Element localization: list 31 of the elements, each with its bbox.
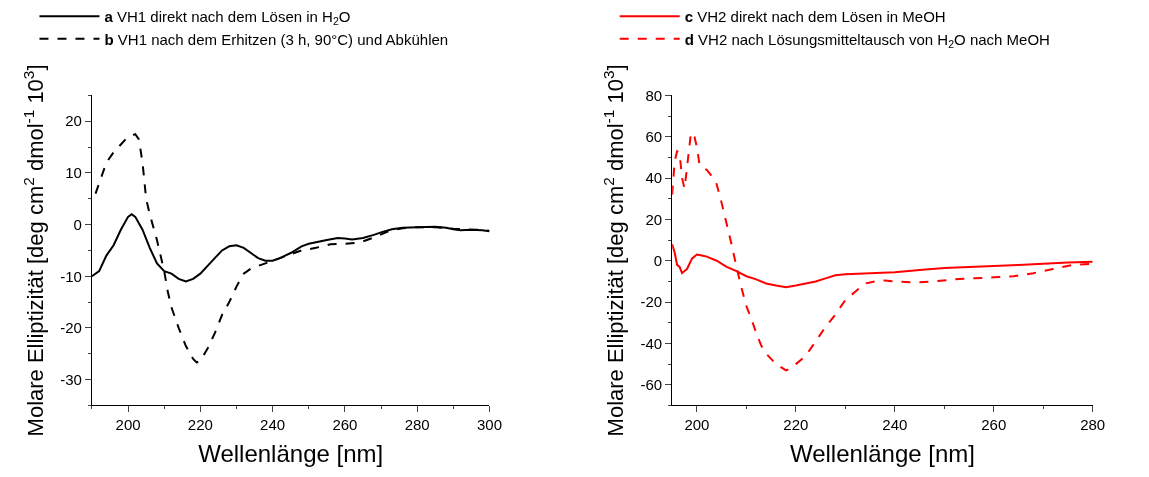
y-tick-label: 20: [645, 210, 663, 228]
y-tick-label: -20: [60, 319, 82, 337]
legend-label: a VH1 direkt nach dem Lösen in H$_{2}$O: [104, 8, 351, 28]
x-axis-title: Wellenlänge [nm]: [198, 439, 384, 467]
y-tick-label: 0: [73, 215, 82, 233]
x-tick-label: 260: [981, 416, 1007, 434]
y-tick-label: 60: [645, 127, 663, 145]
x-tick-label: 200: [115, 416, 141, 434]
x-tick-label: 300: [476, 416, 502, 434]
y-tick-label: -60: [640, 376, 663, 394]
y-tick-label: 80: [645, 86, 663, 104]
y-tick-label: -20: [640, 293, 663, 311]
x-tick-label: 240: [260, 416, 286, 434]
y-tick-label: 0: [653, 252, 663, 270]
x-tick-label: 240: [882, 416, 908, 434]
y-tick-label: 10: [65, 164, 82, 182]
x-tick-label: 220: [187, 416, 213, 434]
legend-label: d VH2 nach Lösungsmitteltausch von H$_{2}$O nach MeOH: [684, 30, 1050, 50]
legend-label: b VH1 nach dem Erhitzen (3 h, 90°C) und Abkühlen: [104, 30, 449, 48]
y-tick-label: -30: [60, 370, 82, 388]
x-tick-label: 260: [332, 416, 358, 434]
x-axis-title: Wellenlänge [nm]: [789, 439, 975, 467]
x-tick-label: 280: [404, 416, 430, 434]
x-tick-label: 200: [684, 416, 710, 434]
y-tick-label: -10: [60, 267, 82, 285]
y-tick-label: -40: [640, 334, 663, 352]
legend-label: c VH2 direkt nach dem Lösen in MeOH: [684, 8, 946, 26]
x-tick-label: 280: [1080, 416, 1106, 434]
x-tick-label: 220: [783, 416, 809, 434]
y-tick-label: 40: [645, 169, 663, 187]
y-tick-label: 20: [65, 112, 82, 130]
